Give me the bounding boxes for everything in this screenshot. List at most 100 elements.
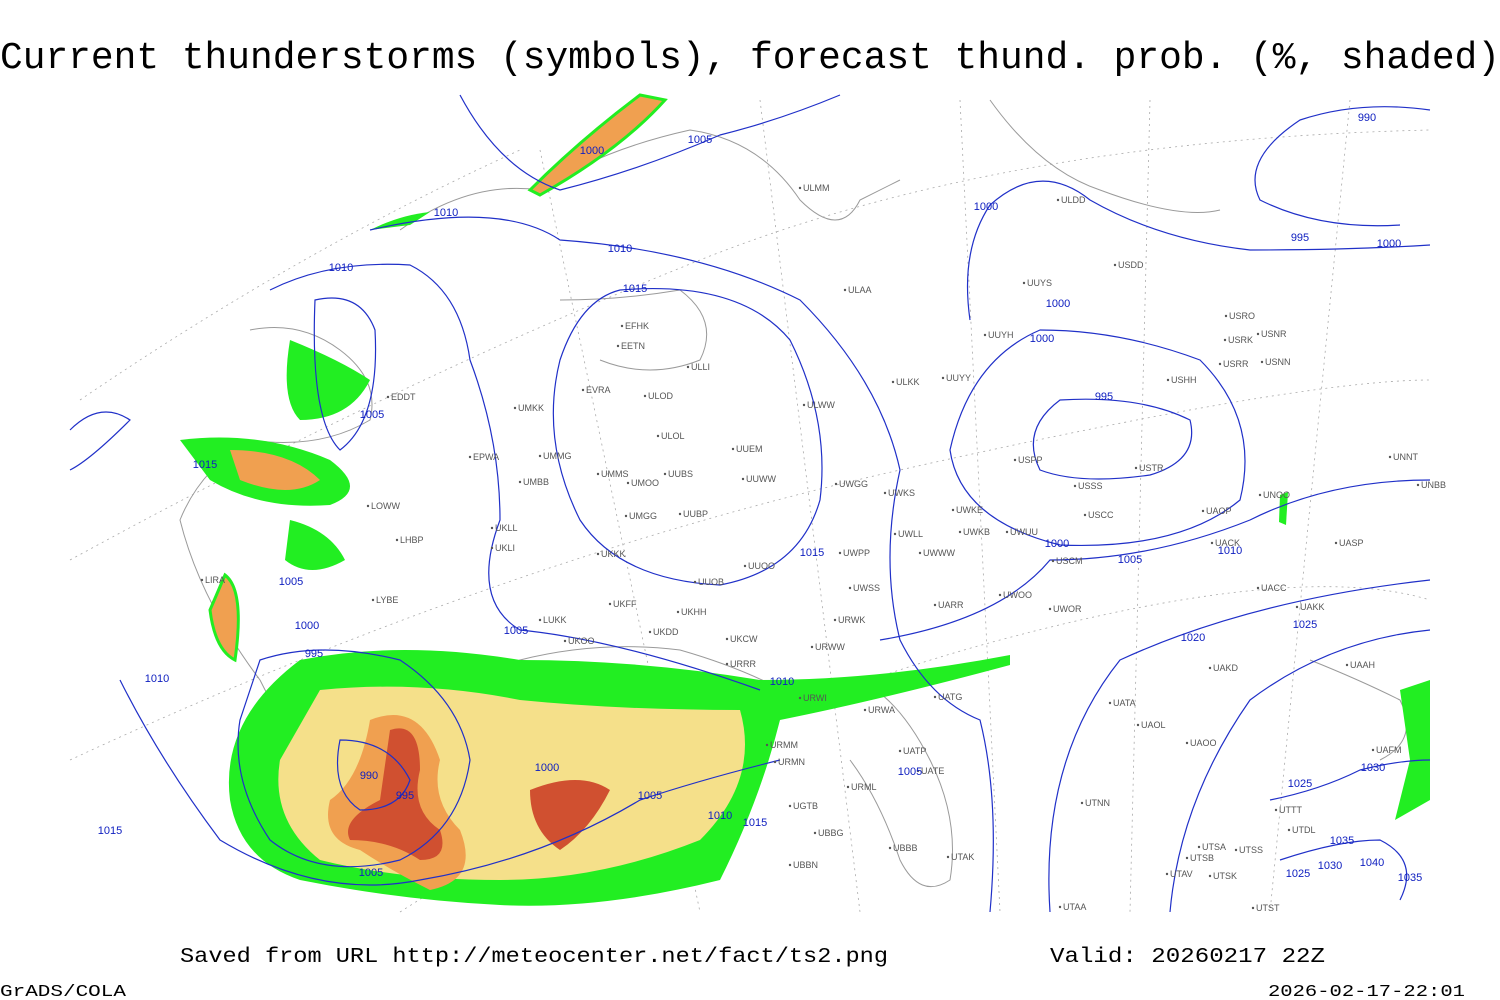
station-label: UMMS [601,469,629,479]
station-label: UWKB [963,527,990,537]
station-dot [1185,741,1189,745]
station-label: UTAK [951,852,974,862]
isobar-line [119,679,781,886]
isobar-line [1032,398,1193,480]
station-dot [983,333,987,337]
station-label: URRR [730,659,756,669]
station-label: LHBP [400,535,424,545]
isobar-label: 1000 [1045,538,1069,550]
isobar-line [313,297,377,451]
station-dot [834,482,838,486]
grid-line [1269,99,1351,913]
station-dot [1258,493,1262,497]
station-dot [1256,332,1260,336]
station-dot [490,526,494,530]
station-dot [741,477,745,481]
station-dot [1083,513,1087,517]
station-label: UWUU [1010,527,1038,537]
station-label: EVRA [586,385,611,395]
station-label: ULKK [896,377,920,387]
station-label: UWOO [1003,590,1032,600]
isobar-label: 990 [360,770,378,782]
shading-green [285,520,345,570]
station-label: USTR [1139,463,1164,473]
isobar-line [1279,839,1408,901]
station-dot [581,388,585,392]
isobar-line [237,649,471,868]
station-dot [893,532,897,536]
isobar-label: 1005 [688,134,712,146]
station-label: UAFM [1376,745,1402,755]
isobar-label: 990 [1358,112,1376,124]
station-dot [686,365,690,369]
station-label: ULOL [661,431,685,441]
station-dot [616,344,620,348]
station-label: UTSK [1213,871,1237,881]
station-dot [1201,509,1205,513]
station-dot [888,846,892,850]
station-label: UNNT [1393,452,1418,462]
station-dot [891,380,895,384]
station-label: UTSB [1190,853,1214,863]
station-dot [883,491,887,495]
station-label: USPP [1018,455,1043,465]
shading-green [1395,680,1430,820]
station-label: LOWW [371,501,401,511]
shading-green [1279,492,1288,525]
station-label: UMOO [631,478,659,488]
isobar-line [879,479,1431,641]
station-dot [798,696,802,700]
station-dot [1108,701,1112,705]
station-label: UTDL [1292,825,1316,835]
station-label: USCC [1088,510,1114,520]
station-label: UTNN [1085,798,1110,808]
station-label: UUBP [683,509,708,519]
station-label: EPWA [473,452,499,462]
shading-orange [230,450,320,490]
station-dot [626,481,630,485]
isobar-label: 1005 [279,576,303,588]
station-label: UUYH [988,330,1014,340]
station-dot [1005,530,1009,534]
station-label: UWGG [839,479,868,489]
isobar-label: 1000 [974,201,998,213]
station-label: UGTB [793,801,818,811]
station-label: UWWW [923,548,955,558]
station-dot [725,637,729,641]
station-label: UUYY [946,373,971,383]
isobar-line [69,411,131,471]
station-label: USCM [1056,556,1083,566]
isobar-label: 1010 [1218,545,1242,557]
coastline [989,99,1221,213]
isobar-line [336,739,411,811]
station-label: EFHK [625,321,649,331]
station-dot [1287,828,1291,832]
isobar-label: 1000 [535,762,559,774]
station-dot [1197,845,1201,849]
station-dot [1056,198,1060,202]
station-dot [1080,801,1084,805]
station-label: UKFF [613,599,637,609]
station-label: UKDD [653,627,679,637]
station-label: UTAA [1063,902,1086,912]
coastline [1309,659,1408,761]
shading-orange [208,572,240,663]
station-label: UAKK [1300,602,1325,612]
isobar-label: 1040 [1360,857,1384,869]
station-label: UBBB [893,843,918,853]
station-dot [1048,607,1052,611]
grid-line [759,99,861,913]
station-label: UARR [938,600,964,610]
station-dot [1136,723,1140,727]
station-dot [1073,484,1077,488]
station-label: UTSS [1239,845,1263,855]
station-dot [1345,663,1349,667]
station-dot [773,760,777,764]
station-label: UAKD [1213,663,1239,673]
isobar-label: 1005 [360,409,384,421]
station-dot [933,603,937,607]
station-label: UATE [921,766,944,776]
station-dot [596,472,600,476]
station-dot [1013,458,1017,462]
station-dot [998,593,1002,597]
